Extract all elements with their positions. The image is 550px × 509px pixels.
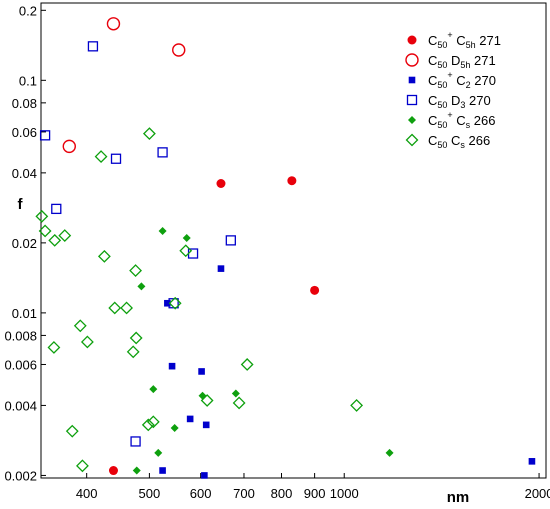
data-point: [198, 391, 207, 400]
y-tick-label: 0.1: [19, 73, 37, 88]
data-point: [108, 301, 122, 315]
data-point: [48, 233, 62, 247]
data-point: [47, 341, 61, 354]
data-point: [126, 345, 140, 359]
data-point: [80, 335, 94, 349]
data-point: [35, 209, 49, 223]
y-tick-label: 0.04: [12, 166, 37, 181]
legend-marker: [405, 53, 419, 67]
x-tick-label: 1000: [330, 486, 359, 501]
data-point: [287, 176, 297, 186]
data-point: [130, 436, 141, 447]
data-point: [164, 299, 171, 307]
data-point: [225, 235, 236, 246]
data-point: [129, 331, 143, 345]
data-point: [38, 224, 52, 238]
data-point: [201, 472, 208, 479]
legend-label: C50 D5h 271: [428, 53, 496, 70]
data-point: [170, 423, 179, 432]
data-point: [39, 130, 51, 141]
data-point: [142, 127, 156, 141]
data-point: [528, 458, 536, 465]
x-tick-label: 700: [233, 486, 255, 501]
data-point: [76, 459, 89, 473]
data-point: [179, 244, 193, 258]
data-points: [35, 17, 536, 479]
data-point: [73, 319, 87, 333]
x-tick-label: 800: [271, 486, 293, 501]
data-point: [198, 368, 205, 375]
x-axis-ticks: 400 500 600 700 800 900 1000 2000: [76, 473, 550, 501]
data-point: [65, 424, 79, 438]
data-point: [186, 415, 194, 423]
data-point: [231, 389, 240, 398]
y-axis-ticks: 0.002 0.004 0.006 0.008 0.01 0.02 0.04 0.06 0.08…: [4, 3, 46, 483]
data-point: [154, 448, 163, 457]
legend-marker: [408, 76, 416, 84]
data-point: [240, 358, 254, 371]
y-tick-label: 0.01: [12, 306, 37, 321]
data-point: [129, 264, 142, 278]
y-axis-title: f: [18, 196, 24, 213]
y-tick-label: 0.006: [4, 357, 37, 372]
data-point: [157, 147, 168, 158]
data-point: [108, 466, 118, 476]
legend-marker: [406, 94, 418, 106]
legend-marker: [407, 35, 417, 45]
data-point: [137, 282, 146, 291]
data-point: [310, 285, 320, 295]
data-point: [385, 448, 394, 457]
data-point: [94, 150, 108, 163]
data-point: [120, 301, 133, 315]
data-point: [200, 394, 214, 407]
data-point: [232, 396, 246, 410]
y-tick-label: 0.06: [12, 125, 37, 140]
y-tick-label: 0.008: [4, 328, 37, 343]
data-point: [217, 265, 225, 272]
data-point: [141, 418, 155, 432]
legend-label: C50+ Cs 266: [428, 110, 495, 130]
data-point: [106, 17, 121, 31]
data-point: [110, 153, 122, 164]
y-tick-label: 0.2: [19, 3, 37, 18]
y-tick-label: 0.08: [12, 96, 37, 111]
y-tick-label: 0.02: [12, 236, 37, 251]
data-point: [216, 179, 226, 189]
data-point: [182, 233, 191, 242]
y-tick-label: 0.002: [4, 468, 37, 483]
data-point: [158, 226, 167, 235]
data-point: [149, 385, 158, 394]
data-point: [159, 467, 166, 474]
data-point: [168, 362, 176, 370]
data-point: [168, 296, 182, 310]
data-point: [172, 43, 186, 57]
data-point: [132, 466, 141, 475]
plot-frame: [40, 2, 547, 479]
legend-label: C50 Cs 266: [428, 133, 490, 150]
data-point: [51, 203, 62, 215]
legend-marker: [405, 133, 419, 147]
data-point: [187, 248, 199, 259]
x-axis-title: nm: [447, 489, 470, 506]
data-point: [62, 139, 76, 154]
legend-marker: [408, 116, 416, 124]
x-tick-label: 500: [139, 486, 161, 501]
y-tick-label: 0.004: [4, 398, 37, 413]
data-point: [97, 249, 111, 263]
legend-label: C50 D3 270: [428, 93, 491, 110]
x-tick-label: 2000: [525, 486, 550, 501]
data-point: [87, 41, 99, 52]
data-point: [202, 421, 210, 429]
legend-label: C50+ C2 270: [428, 70, 496, 90]
x-tick-label: 900: [304, 486, 326, 501]
x-tick-label: 600: [190, 486, 212, 501]
x-tick-label: 400: [76, 486, 98, 501]
legend-label: C50+ C5h 271: [428, 30, 501, 50]
data-point: [350, 399, 364, 412]
data-point: [58, 229, 72, 242]
